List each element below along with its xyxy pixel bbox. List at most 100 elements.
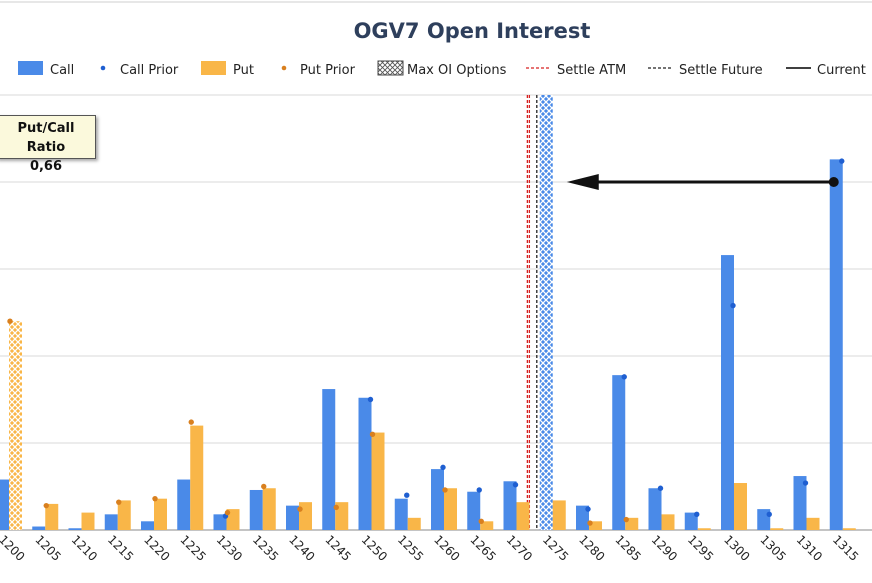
put-prior-point [478,518,484,524]
legend-put-swatch [201,61,226,75]
put-bar [552,500,566,530]
x-tick-label: 1260 [431,532,462,563]
legend-call-label: Call [50,63,74,78]
put-bar [734,483,747,530]
put-bar [335,502,349,530]
put-prior-point [116,499,122,505]
legend-max-oi-label: Max OI Options [407,63,507,78]
put-call-ratio-value: 0,66 [29,159,63,174]
put-bar [770,528,784,530]
put-bar [480,521,494,530]
call-bar [322,389,336,530]
call-prior-point [440,464,446,471]
legend-max-oi-swatch [377,60,404,76]
call-prior-point [367,396,374,403]
put-prior-point [43,502,49,509]
put-bar [842,528,856,530]
x-tick-label: 1295 [685,532,716,563]
call-bar [358,397,372,530]
x-tick-label: 1230 [214,532,245,563]
call-prior-point [621,374,627,380]
x-tick-label: 1220 [141,532,172,563]
call-bar [213,514,227,530]
x-tick-label: 1235 [250,532,281,563]
x-tick-label: 1255 [395,532,426,563]
put-bar [806,517,820,530]
legend: Call Call Prior Put Put Prior Max OI Opt… [18,60,866,78]
x-tick-label: 1200 [0,532,28,563]
put-bar [45,503,59,530]
legend-put-prior-label: Put Prior [300,63,356,78]
call-bar [648,488,662,530]
put-bar [444,488,457,530]
x-tick-label: 1315 [830,532,861,563]
call-bar [32,526,46,530]
plot-area: 1200 1205 1210 1215 1220 1225 1230 1235 1240 1245… [0,94,872,564]
put-bar [81,512,95,530]
put-bar [589,521,602,530]
call-prior-point [512,482,519,488]
put-bar [661,514,675,530]
call-bar [141,521,154,530]
x-tick-label: 1290 [649,532,680,563]
call-prior-point [839,158,845,164]
call-prior-point [802,480,809,486]
call-bar [467,491,481,530]
x-tick-label: 1215 [105,532,136,563]
call-prior-point [404,492,410,498]
x-tick-label: 1240 [286,532,317,563]
put-bar [299,502,312,530]
call-bar [249,489,263,530]
x-tick-label: 1275 [540,532,571,563]
call-prior-point [694,511,700,518]
call-bar [0,479,9,530]
put-prior-point [261,483,267,490]
put-bar [262,488,276,530]
max-oi-call-bar [539,95,553,530]
x-tick-label: 1225 [177,532,208,563]
legend-current-label: Current [817,63,866,78]
call-bar [394,498,408,530]
put-prior-point [224,509,231,516]
put-bar [516,502,530,530]
legend-call-prior-swatch [100,65,106,71]
call-prior-point [476,487,482,493]
put-bar [407,517,421,530]
legend-settle-atm-label: Settle ATM [557,63,626,78]
put-prior-point [188,419,194,425]
put-call-ratio-title: Put/Call Ratio [17,121,75,155]
put-prior-point [297,506,303,512]
call-bar [503,481,517,530]
legend-call-swatch [18,61,43,75]
put-bar [697,528,711,530]
x-tick-label: 1285 [612,532,643,563]
call-bar [684,512,698,530]
x-tick-label: 1280 [576,532,607,563]
put-bar [226,509,240,530]
legend-settle-future-label: Settle Future [679,63,763,78]
legend-put-label: Put [233,63,254,78]
put-prior-point [623,516,629,523]
x-tick-label: 1210 [69,532,100,563]
x-tick-label: 1205 [32,532,63,563]
call-prior-point [730,302,736,309]
put-prior-point [442,487,448,493]
call-bar [612,375,626,530]
call-bar [829,159,843,530]
x-tick-label: 1245 [322,532,353,563]
call-prior-point [585,506,591,512]
call-prior-point [657,485,664,491]
call-bar [793,476,807,530]
chart-title: OGV7 Open Interest [354,19,591,43]
max-oi-arrow-head [566,174,599,190]
put-prior-point [369,431,376,437]
x-tick-label: 1270 [504,532,535,563]
call-bar [104,514,118,530]
put-bar [117,500,131,530]
put-bar [154,498,167,530]
call-bar [68,528,82,530]
x-tick-label: 1310 [794,532,825,563]
legend-put-prior-swatch [281,65,287,71]
x-tick-label: 1250 [359,532,390,563]
call-bar [286,505,299,530]
